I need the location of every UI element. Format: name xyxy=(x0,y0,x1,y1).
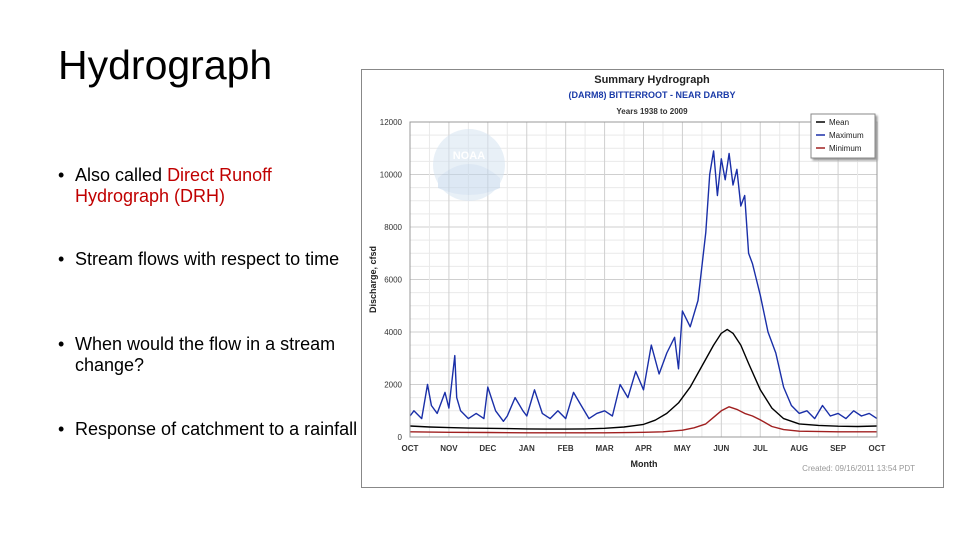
bullet-item: • Stream flows with respect to time xyxy=(58,249,365,270)
x-tick-label: JAN xyxy=(519,444,535,453)
hydrograph-chart: Summary Hydrograph (DARM8) BITTERROOT - … xyxy=(361,69,944,488)
x-tick-label: APR xyxy=(635,444,652,453)
bullet-text: Response of catchment to a rainfall xyxy=(75,419,358,439)
plot-frame xyxy=(409,121,878,438)
x-axis-ticks: OCT NOV DEC JAN FEB MAR APR MAY JUN JUL AUG SEP OCT xyxy=(402,444,886,453)
legend-label-maximum: Maximum xyxy=(829,131,864,140)
x-tick-label: SEP xyxy=(830,444,847,453)
noaa-logo: NOAA xyxy=(433,129,505,201)
x-tick-label: AUG xyxy=(790,444,808,453)
y-tick-label: 10000 xyxy=(380,171,403,180)
y-axis-label: Discharge, cfsd xyxy=(368,246,378,313)
x-tick-label: MAR xyxy=(595,444,613,453)
legend-label-mean: Mean xyxy=(829,118,849,127)
y-tick-label: 0 xyxy=(398,433,403,442)
y-tick-label: 12000 xyxy=(380,118,403,127)
y-tick-label: 6000 xyxy=(384,276,402,285)
x-tick-label: FEB xyxy=(558,444,574,453)
bullet-text: When would the flow in a stream change? xyxy=(75,334,336,375)
bullet-dot: • xyxy=(58,165,65,185)
x-axis-label: Month xyxy=(631,459,658,469)
chart-title: Summary Hydrograph xyxy=(594,74,710,86)
bullet-text: Also called xyxy=(75,165,168,185)
series-line-maximum xyxy=(409,150,878,422)
bullet-dot: • xyxy=(58,334,65,354)
slide-title: Hydrograph xyxy=(58,42,273,88)
y-tick-label: 2000 xyxy=(384,381,402,390)
chart-subtitle: (DARM8) BITTERROOT - NEAR DARBY xyxy=(569,90,736,100)
x-tick-label: MAY xyxy=(674,444,692,453)
legend-label-minimum: Minimum xyxy=(829,144,862,153)
chart-credit: Created: 09/16/2011 13:54 PDT xyxy=(802,464,915,473)
x-tick-label: JUN xyxy=(713,444,729,453)
chart-canvas: Summary Hydrograph (DARM8) BITTERROOT - … xyxy=(368,74,915,473)
bullet-dot: • xyxy=(58,249,65,269)
x-tick-label: OCT xyxy=(402,444,419,453)
y-tick-label: 8000 xyxy=(384,223,402,232)
bullet-item: • Also called Direct Runoff Hydrograph (… xyxy=(58,165,365,207)
y-tick-label: 4000 xyxy=(384,328,402,337)
x-tick-label: DEC xyxy=(479,444,496,453)
bullet-dot: • xyxy=(58,419,65,439)
series-line-mean xyxy=(409,328,878,430)
bullet-highlight: Direct Runoff Hydrograph (DRH) xyxy=(75,165,272,206)
x-tick-label: JUL xyxy=(753,444,768,453)
y-axis-ticks: 0 2000 4000 6000 8000 10000 12000 xyxy=(380,118,403,442)
x-tick-label: NOV xyxy=(440,444,458,453)
x-tick-label: OCT xyxy=(869,444,886,453)
chart-years: Years 1938 to 2009 xyxy=(616,107,688,116)
noaa-logo-text: NOAA xyxy=(453,150,485,162)
series-line-minimum xyxy=(409,406,877,434)
series-layer xyxy=(409,150,878,434)
chart-legend: Mean Maximum Minimum xyxy=(810,113,876,159)
bullet-text: Stream flows with respect to time xyxy=(75,249,340,269)
bullet-item: • When would the flow in a stream change… xyxy=(58,334,365,376)
bullet-item: • Response of catchment to a rainfall xyxy=(58,419,365,440)
